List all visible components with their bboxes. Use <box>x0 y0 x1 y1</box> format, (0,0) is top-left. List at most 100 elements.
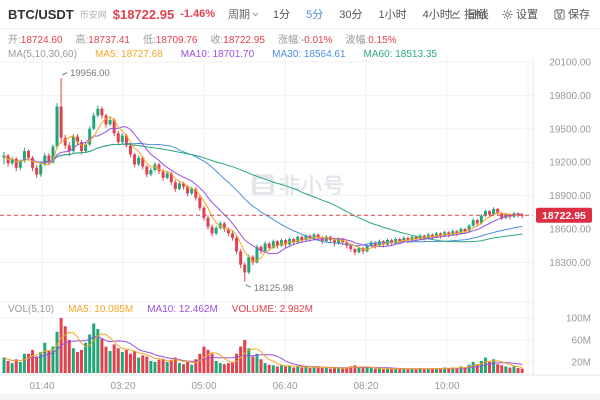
candle-body <box>263 243 267 252</box>
candle-body <box>402 237 406 242</box>
volume-bar <box>308 368 312 373</box>
candle-body <box>353 249 357 253</box>
volume-bar <box>251 356 255 373</box>
candle-body <box>439 233 443 236</box>
annotation-arrow <box>61 72 68 76</box>
volume-bar <box>459 366 463 373</box>
volume-bar <box>520 368 524 373</box>
candle-body <box>414 236 418 240</box>
candle-body <box>137 157 141 165</box>
price-axis-label: 19800.00 <box>549 91 591 102</box>
volume-bar <box>190 364 194 373</box>
save-button-label: 保存 <box>568 9 590 21</box>
tab-period-1m[interactable]: 1分 <box>273 9 291 21</box>
volume-bar <box>365 367 369 373</box>
candle-body <box>18 161 22 168</box>
indicator-button-label: 指标 <box>464 9 486 21</box>
volume-bar <box>271 365 275 373</box>
volume-bar <box>369 368 373 373</box>
volume-bar <box>157 359 161 373</box>
candle-body <box>426 234 430 238</box>
candle-body <box>455 231 459 234</box>
last-price: $18722.95 <box>112 6 175 22</box>
volume-bar <box>108 351 112 373</box>
candle-body <box>369 242 373 246</box>
volume-bar <box>26 353 30 373</box>
candle-body <box>239 251 243 265</box>
volume-bar <box>128 353 132 373</box>
volume-bar <box>504 366 508 373</box>
price-axis-label: 19500.00 <box>549 124 591 135</box>
volume-bar <box>332 368 336 373</box>
volume-bar <box>149 360 153 373</box>
candle-body <box>247 256 251 273</box>
ma10-line <box>3 126 523 255</box>
candle-body <box>186 186 190 194</box>
candle-body <box>116 133 120 143</box>
candle-body <box>275 241 279 246</box>
volume-bar <box>402 368 406 373</box>
volume-bar <box>35 356 39 373</box>
tab-period-1h[interactable]: 1小时 <box>378 9 407 21</box>
candle-body <box>120 135 124 143</box>
indicator-button[interactable]: 指标 <box>450 6 486 22</box>
tab-period-4h[interactable]: 4小时 <box>422 9 451 21</box>
volume-bar <box>328 368 332 373</box>
open-stat: 开:18724.60 <box>8 35 63 46</box>
volume-bar <box>300 367 304 373</box>
volume-bar <box>447 368 451 373</box>
volume-bar <box>39 352 43 373</box>
watermark: 非小号 <box>252 170 345 200</box>
save-icon <box>554 8 565 20</box>
tab-period-5m[interactable]: 5分 <box>306 9 324 21</box>
ma-title: MA(5,10,30,60) <box>8 49 77 60</box>
ma60-line <box>3 143 523 243</box>
candle-body <box>55 106 59 147</box>
candle-body <box>492 208 496 215</box>
volume-bar <box>390 369 394 373</box>
candle-body <box>100 108 104 116</box>
candle-body <box>296 236 300 243</box>
gear-icon <box>502 8 513 20</box>
chevron-down-icon <box>252 12 259 17</box>
candle-body <box>373 242 377 246</box>
tab-period-1d[interactable]: 日线 <box>466 9 489 21</box>
candle-body <box>75 136 79 143</box>
volume-bar <box>31 349 35 373</box>
volume-bar <box>353 365 357 373</box>
candle-body <box>271 241 275 248</box>
candle-body <box>104 115 108 125</box>
volume-bar <box>243 340 247 373</box>
volume-bar <box>304 366 308 373</box>
volume-bar <box>186 362 190 373</box>
candle-body <box>190 188 194 194</box>
volume-bar <box>492 359 496 373</box>
price-axis-label: 20100.00 <box>549 58 591 69</box>
volume-bar <box>141 355 145 373</box>
candle-body <box>165 173 169 178</box>
volume-bar <box>96 329 100 373</box>
time-axis-label: 03:20 <box>110 381 135 392</box>
settings-button[interactable]: 设置 <box>502 6 538 22</box>
save-button[interactable]: 保存 <box>554 6 590 22</box>
vol-ma5-value: MA5: 10.085M <box>68 304 134 315</box>
volume-bar <box>124 349 128 373</box>
volume-axis-label: 20M <box>572 358 591 369</box>
candle-body <box>88 128 92 145</box>
candle-body <box>255 246 259 263</box>
volume-bar <box>210 353 214 373</box>
volume-bar <box>235 353 239 373</box>
candle-body <box>300 236 304 241</box>
ma60-value: MA60: 18513.35 <box>363 49 437 60</box>
candle-body <box>84 144 88 152</box>
bottom-scroll-strip[interactable] <box>0 394 600 400</box>
tab-period-30m[interactable]: 30分 <box>339 9 363 21</box>
volume-bar <box>471 362 475 373</box>
volume-bar <box>137 357 141 373</box>
candle-body <box>31 157 35 168</box>
period-dropdown[interactable]: 周期 <box>228 6 259 22</box>
candle-body <box>173 182 177 189</box>
candle-body <box>430 234 434 237</box>
volume-bar <box>312 366 316 373</box>
